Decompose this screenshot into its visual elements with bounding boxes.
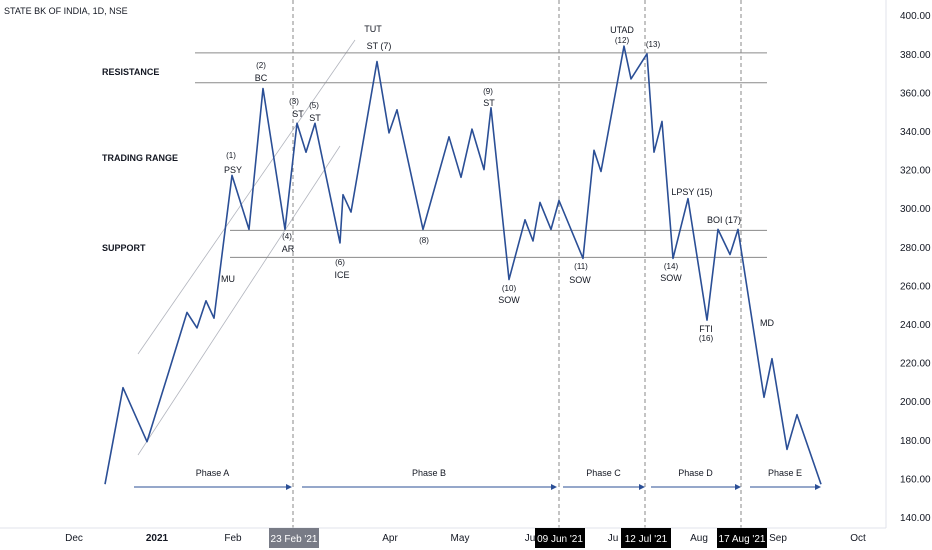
- x-tick-label: Ju: [525, 533, 536, 544]
- y-tick-label: 180.00: [900, 436, 931, 447]
- annotation-label: ST: [292, 109, 304, 119]
- y-tick-label: 140.00: [900, 513, 931, 524]
- annotation-label: SOW: [660, 273, 682, 283]
- phase-label: Phase A: [196, 468, 230, 478]
- date-marker-label: 17 Aug '21: [719, 534, 766, 545]
- x-tick-label: Feb: [224, 533, 242, 544]
- x-tick-label: Ju: [608, 533, 619, 544]
- x-tick-label: 2021: [146, 533, 169, 544]
- y-tick-label: 340.00: [900, 127, 931, 138]
- phase-label: Phase E: [768, 468, 802, 478]
- y-tick-label: 260.00: [900, 281, 931, 292]
- date-marker-bg: [717, 528, 767, 548]
- y-tick-label: 280.00: [900, 243, 931, 254]
- y-tick-label: 320.00: [900, 166, 931, 177]
- annotation-label: (1): [226, 151, 236, 160]
- phase-label: Phase B: [412, 468, 446, 478]
- y-axis: 140.00 160.00 180.00 200.00 220.00 240.00 260.…: [885, 0, 931, 528]
- annotation-label: (13): [646, 40, 661, 49]
- annotation-label: BOI (17): [707, 215, 741, 225]
- date-marker-bg: [535, 528, 585, 548]
- annotation-label: MD: [760, 318, 774, 328]
- date-marker-bg: [621, 528, 671, 548]
- annotation-label: SOW: [498, 295, 520, 305]
- annotation-label: (5): [309, 101, 319, 110]
- x-tick-label: May: [451, 533, 470, 544]
- annotation-label: BC: [255, 73, 268, 83]
- annotation-label: ST: [309, 113, 321, 123]
- x-axis: Dec 2021 Feb Apr May Ju Ju Aug Sep Oct 23 Feb '21 0…: [0, 527, 886, 548]
- annotation-label: PSY: [224, 165, 242, 175]
- annotation-label: (10): [502, 284, 517, 293]
- date-marker-label: 09 Jun '21: [537, 534, 583, 545]
- zone-support: SUPPORT: [102, 243, 146, 253]
- annotation-label: (6): [335, 258, 345, 267]
- event-vertical-lines: [292, 0, 742, 528]
- zone-trading-range: TRADING RANGE: [102, 153, 178, 163]
- annotation-label: AR: [282, 244, 295, 254]
- phase-label: Phase D: [678, 468, 713, 478]
- annotation-label: LPSY (15): [671, 187, 712, 197]
- annotation-label: (2): [256, 61, 266, 70]
- y-tick-label: 220.00: [900, 359, 931, 370]
- date-marker-label: 23 Feb '21: [271, 534, 318, 545]
- y-tick-label: 240.00: [900, 320, 931, 331]
- annotation-label: ICE: [334, 270, 349, 280]
- y-tick-label: 360.00: [900, 88, 931, 99]
- x-tick-label: Apr: [382, 533, 398, 544]
- phase-arrows: Phase A Phase B Phase C Phase D Phase E: [134, 468, 821, 490]
- x-tick-label: Aug: [690, 533, 708, 544]
- annotation-label: (12): [615, 36, 630, 45]
- y-tick-label: 160.00: [900, 474, 931, 485]
- price-series: [104, 45, 822, 485]
- annotation-label: FTI: [699, 324, 713, 334]
- annotation-label: ST: [483, 98, 495, 108]
- annotation-label: (4): [282, 232, 292, 241]
- annotation-label: TUT: [364, 24, 382, 34]
- channel-lower-line: [137, 145, 341, 456]
- annotation-label: (9): [483, 87, 493, 96]
- annotation-label: UTAD: [610, 25, 634, 35]
- x-tick-label: Oct: [850, 533, 866, 544]
- annotation-label: SOW: [569, 275, 591, 285]
- y-tick-label: 400.00: [900, 11, 931, 22]
- annotation-label: (14): [664, 262, 679, 271]
- x-tick-label: Dec: [65, 533, 83, 544]
- annotation-label: (11): [574, 262, 588, 271]
- annotation-label: ST (7): [367, 41, 392, 51]
- symbol-label: STATE BK OF INDIA, 1D, NSE: [4, 6, 128, 16]
- channel-upper-line: [137, 39, 356, 355]
- date-marker-bg: [269, 528, 319, 548]
- phase-label: Phase C: [586, 468, 621, 478]
- date-marker-label: 12 Jul '21: [625, 534, 668, 545]
- price-line: [104, 45, 822, 485]
- annotation-label: (8): [419, 236, 429, 245]
- guide-layer: [137, 39, 356, 456]
- y-tick-label: 200.00: [900, 397, 931, 408]
- annotations: (1) PSY (2) BC (3) ST (5) ST (4) AR (6) ICE TUT ST (7…: [221, 24, 774, 343]
- level-lines: [195, 52, 767, 258]
- y-tick-label: 300.00: [900, 204, 931, 215]
- annotation-label: MU: [221, 274, 235, 284]
- x-tick-label: Sep: [769, 533, 787, 544]
- annotation-label: (3): [289, 97, 299, 106]
- y-tick-label: 380.00: [900, 50, 931, 61]
- zone-resistance: RESISTANCE: [102, 67, 159, 77]
- annotation-label: (16): [699, 334, 714, 343]
